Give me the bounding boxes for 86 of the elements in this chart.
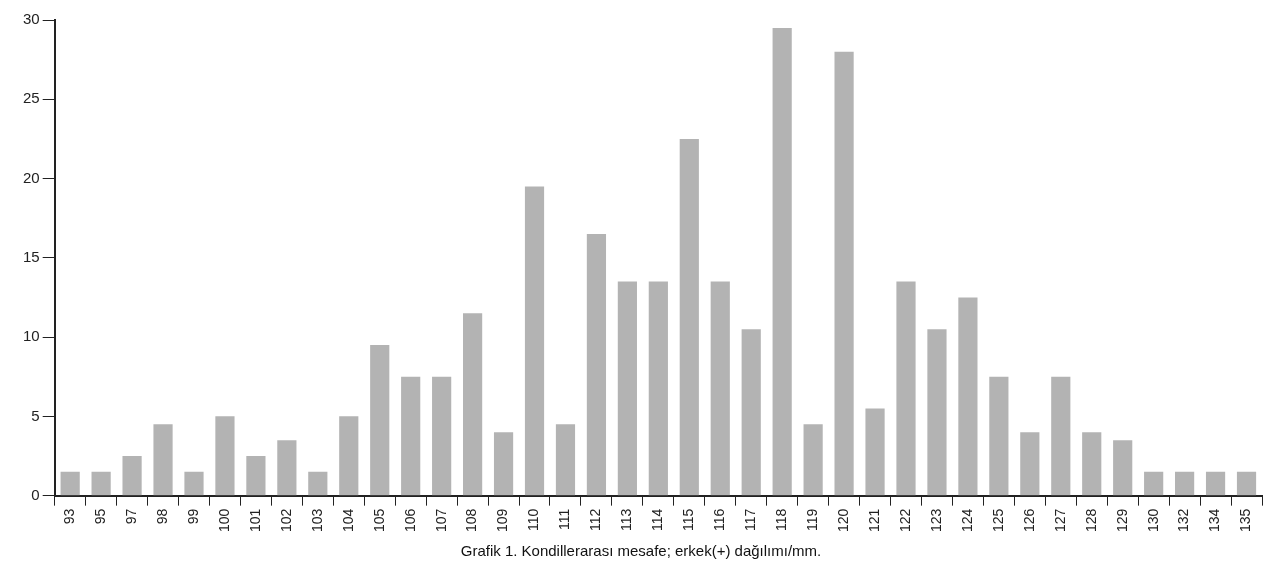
bar xyxy=(710,281,730,496)
bar xyxy=(1113,440,1133,496)
bar xyxy=(1144,471,1164,496)
bar xyxy=(493,432,514,496)
x-tick-label: 123 xyxy=(927,508,944,532)
x-tick-label: 111 xyxy=(556,508,573,530)
bar xyxy=(1175,471,1195,496)
x-tick-label: 120 xyxy=(834,508,851,532)
x-tick-label: 132 xyxy=(1175,508,1192,532)
x-tick-label: 116 xyxy=(711,508,728,531)
x-tick-label: 134 xyxy=(1206,508,1223,532)
x-tick-label: 104 xyxy=(339,508,356,532)
bar xyxy=(91,471,111,496)
y-tick-label: 10 xyxy=(23,327,40,345)
bar xyxy=(834,51,854,496)
bar xyxy=(617,281,637,496)
x-tick-label: 117 xyxy=(742,508,759,531)
bar xyxy=(927,329,947,496)
y-tick-label: 25 xyxy=(23,89,40,107)
x-tick-label: 100 xyxy=(215,508,232,532)
x-tick-label: 107 xyxy=(432,508,449,532)
x-tick-label: 121 xyxy=(865,508,882,532)
bar xyxy=(1082,432,1102,496)
bar xyxy=(339,416,359,496)
bar xyxy=(432,376,452,496)
x-tick-label: 93 xyxy=(61,508,78,525)
text: Grafik 1. Kondillerarası mesafe; erkek(+) dağılımı/mm. xyxy=(460,542,822,560)
bar xyxy=(1020,432,1040,496)
bar xyxy=(246,456,266,496)
bar xyxy=(1205,471,1226,496)
x-tick-label: 97 xyxy=(122,508,139,525)
bar xyxy=(865,408,885,496)
bar xyxy=(524,186,545,496)
x-tick-label: 114 xyxy=(649,508,666,531)
x-tick-label: 99 xyxy=(184,508,201,525)
x-tick-label: 119 xyxy=(803,508,820,531)
x-tick-label: 135 xyxy=(1237,508,1254,532)
bar xyxy=(772,27,792,496)
y-tick-label: 0 xyxy=(31,485,40,503)
bar xyxy=(1051,376,1071,496)
y-tick-label: 15 xyxy=(23,247,40,265)
y-tick-label: 30 xyxy=(23,10,40,28)
x-tick-label: 110 xyxy=(525,508,542,531)
x-tick-label: 115 xyxy=(680,508,697,531)
bar xyxy=(277,440,297,496)
x-tick-label: 109 xyxy=(494,508,511,532)
bar xyxy=(648,281,668,496)
x-tick-label: 103 xyxy=(308,508,325,532)
x-tick-label: 108 xyxy=(463,508,480,532)
x-tick-label: 124 xyxy=(958,508,975,532)
bar xyxy=(989,376,1009,496)
bar xyxy=(463,313,483,496)
bar xyxy=(215,416,235,496)
bar xyxy=(958,297,978,496)
y-tick-label: 20 xyxy=(23,168,40,186)
bar xyxy=(60,471,80,496)
bar xyxy=(122,456,142,496)
bar xyxy=(586,234,607,496)
x-tick-label: 125 xyxy=(989,508,1006,532)
x-tick-label: 106 xyxy=(401,508,418,532)
bar xyxy=(555,424,576,496)
x-tick-label: 102 xyxy=(277,508,294,532)
bar xyxy=(184,471,204,496)
x-tick-label: 95 xyxy=(91,508,108,525)
x-tick-label: 113 xyxy=(618,508,635,531)
bar xyxy=(153,424,173,496)
bar xyxy=(741,329,761,496)
x-tick-label: 127 xyxy=(1051,508,1068,532)
x-tick-label: 126 xyxy=(1020,508,1037,532)
x-tick-label: 112 xyxy=(587,508,604,531)
bar xyxy=(1236,471,1257,496)
x-tick-label: 101 xyxy=(246,508,263,532)
bar xyxy=(308,471,328,496)
bar xyxy=(401,376,421,496)
bar xyxy=(679,138,699,496)
x-tick-label: 105 xyxy=(370,508,387,532)
x-tick-label: 130 xyxy=(1144,508,1161,532)
bar xyxy=(370,345,390,496)
bar xyxy=(803,424,823,496)
x-tick-label: 129 xyxy=(1113,508,1130,532)
x-tick-label: 122 xyxy=(896,508,913,532)
y-tick-label: 5 xyxy=(31,406,40,424)
x-tick-label: 128 xyxy=(1082,508,1099,532)
x-tick-label: 118 xyxy=(773,508,790,531)
bar xyxy=(896,281,916,496)
x-tick-label: 98 xyxy=(153,508,170,525)
